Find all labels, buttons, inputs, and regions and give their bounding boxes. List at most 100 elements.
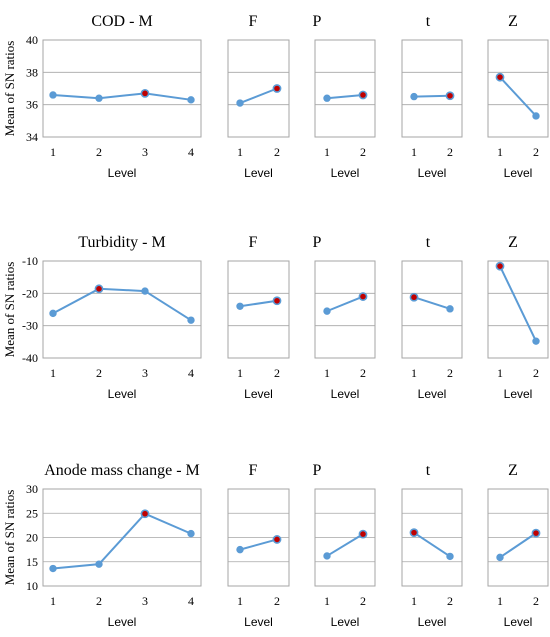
x-tick-label: 2 — [96, 366, 102, 380]
y-axis-label: Mean of SN ratios — [2, 490, 17, 586]
y-tick-label: 20 — [26, 531, 38, 545]
optimal-level-point — [358, 292, 368, 301]
panel-title: COD - M — [91, 13, 152, 30]
x-tick-label: 2 — [533, 594, 539, 608]
y-tick-label: 34 — [26, 130, 38, 144]
optimal-level-point — [140, 88, 150, 98]
panel-title: P — [313, 13, 322, 30]
optimal-level-point — [272, 84, 282, 93]
data-point — [95, 94, 103, 102]
x-tick-label: 3 — [142, 145, 148, 159]
x-tick-label: 4 — [188, 366, 194, 380]
panel-title: t — [426, 234, 431, 251]
x-tick-label: 2 — [274, 145, 280, 159]
y-tick-label: -10 — [22, 254, 38, 268]
series-line — [52, 92, 192, 101]
panel-title: P — [313, 462, 322, 479]
x-axis-label: Level — [244, 615, 273, 629]
series-line — [413, 94, 451, 98]
data-point — [496, 553, 504, 562]
optimal-level-point — [495, 72, 505, 82]
data-point — [95, 560, 103, 568]
panel-frame — [314, 39, 376, 138]
panel-title: Z — [508, 13, 518, 30]
x-tick-label: 1 — [50, 366, 56, 380]
x-axis-label: Level — [108, 387, 137, 401]
panel-title: t — [426, 462, 431, 479]
optimal-level-point — [495, 261, 505, 271]
panel-title: F — [249, 234, 258, 251]
y-tick-label: 36 — [26, 98, 38, 112]
panel-frame — [227, 39, 290, 138]
x-tick-label: 1 — [324, 145, 330, 159]
x-axis-label: Level — [418, 166, 447, 180]
x-tick-label: 4 — [188, 145, 194, 159]
x-tick-label: 2 — [360, 366, 366, 380]
y-tick-label: 10 — [26, 579, 38, 593]
y-tick-label: 15 — [26, 555, 38, 569]
x-axis-label: Level — [504, 166, 533, 180]
data-point — [323, 552, 331, 560]
x-axis-label: Level — [504, 615, 533, 629]
data-point — [323, 94, 331, 102]
panel-frame — [42, 260, 202, 359]
optimal-level-point — [445, 91, 455, 101]
x-tick-label: 2 — [533, 366, 539, 380]
data-point — [410, 92, 418, 101]
panel-frame — [401, 39, 463, 138]
x-tick-label: 3 — [142, 366, 148, 380]
series-line — [239, 299, 278, 308]
x-axis-label: Level — [418, 387, 447, 401]
x-tick-label: 1 — [324, 594, 330, 608]
x-tick-label: 1 — [497, 145, 503, 159]
series-line — [499, 532, 537, 559]
panel-title: Anode mass change - M — [44, 462, 200, 479]
data-point — [187, 96, 195, 104]
series-line — [326, 93, 364, 100]
series-line — [52, 287, 192, 322]
x-tick-label: 2 — [447, 594, 453, 608]
series-line — [326, 533, 364, 557]
x-axis-label: Level — [108, 166, 137, 180]
x-tick-label: 1 — [497, 594, 503, 608]
series-line — [499, 265, 537, 342]
x-tick-label: 1 — [50, 145, 56, 159]
data-point — [187, 316, 195, 324]
y-tick-label: 40 — [26, 33, 38, 47]
x-axis-label: Level — [331, 387, 360, 401]
data-point — [141, 287, 149, 295]
x-axis-label: Level — [244, 166, 273, 180]
optimal-level-point — [358, 529, 368, 539]
optimal-level-point — [531, 528, 541, 538]
data-point — [323, 307, 331, 315]
x-axis-label: Level — [108, 615, 137, 629]
data-point — [236, 302, 244, 310]
data-point — [49, 91, 57, 99]
x-tick-label: 1 — [324, 366, 330, 380]
panel-frame — [42, 39, 202, 138]
x-tick-label: 1 — [411, 594, 417, 608]
x-tick-label: 2 — [360, 145, 366, 159]
x-tick-label: 2 — [533, 145, 539, 159]
x-tick-label: 2 — [274, 366, 280, 380]
y-axis-label: Mean of SN ratios — [2, 262, 17, 358]
optimal-level-point — [272, 296, 282, 306]
panel-frame — [487, 39, 549, 138]
optimal-level-point — [94, 284, 104, 294]
data-point — [236, 99, 244, 107]
data-point — [187, 529, 195, 538]
series-line — [52, 512, 192, 570]
panel-frame — [487, 260, 549, 359]
data-point — [532, 112, 540, 120]
x-axis-label: Level — [331, 615, 360, 629]
x-tick-label: 1 — [411, 145, 417, 159]
x-tick-label: 2 — [274, 594, 280, 608]
x-tick-label: 2 — [447, 366, 453, 380]
panel-frame — [227, 260, 290, 359]
x-tick-label: 2 — [96, 145, 102, 159]
x-axis-label: Level — [331, 166, 360, 180]
x-tick-label: 1 — [411, 366, 417, 380]
data-point — [49, 564, 57, 573]
x-tick-label: 1 — [237, 594, 243, 608]
x-axis-label: Level — [504, 387, 533, 401]
